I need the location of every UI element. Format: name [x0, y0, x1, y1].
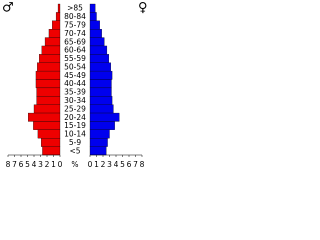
male-bar [42, 146, 61, 156]
female-bar [89, 70, 113, 80]
female-bar [89, 45, 108, 55]
age-label: >85 [67, 4, 83, 13]
age-label: 15-19 [64, 121, 86, 130]
male-bar [35, 79, 61, 89]
male-bar [27, 112, 61, 122]
male-bar [36, 96, 61, 105]
male-bar [55, 12, 61, 21]
age-label: 40-44 [64, 79, 86, 88]
female-bar [89, 112, 120, 122]
x-tick-label: 5 [120, 160, 125, 169]
x-tick-label: 2 [101, 160, 106, 169]
age-label: 70-74 [64, 29, 86, 38]
female-bar [89, 62, 111, 72]
female-bar [89, 87, 112, 97]
female-bar [89, 12, 97, 21]
age-label: 50-54 [64, 62, 86, 71]
x-tick-label: 3 [38, 160, 43, 169]
male-bar [35, 70, 61, 80]
male-bar [37, 62, 61, 72]
age-label: 60-64 [64, 46, 86, 55]
age-label: 10-14 [64, 130, 86, 139]
legend-female: ♀ [138, 1, 148, 16]
male-bar [37, 129, 61, 139]
x-tick-label: 8 [6, 160, 11, 169]
age-label: 20-24 [64, 113, 86, 122]
male-bar [57, 3, 61, 13]
x-tick-label: 5 [25, 160, 30, 169]
female-bar [89, 138, 108, 147]
x-tick-label: 6 [19, 160, 24, 169]
age-label: 80-84 [64, 12, 86, 21]
age-label: 75-79 [64, 20, 86, 29]
x-axis-label: % [71, 160, 78, 169]
x-tick-label: 4 [114, 160, 119, 169]
x-tick-label: 3 [107, 160, 112, 169]
x-tick-label: 1 [51, 160, 56, 169]
female-bar [89, 104, 114, 114]
legend-male: ♂ [2, 1, 14, 16]
male-bar [44, 37, 61, 47]
age-label: 55-59 [64, 54, 86, 63]
female-bar [89, 54, 110, 63]
male-bar [33, 104, 61, 114]
x-tick-label: 1 [94, 160, 99, 169]
age-label: 45-49 [64, 71, 86, 80]
female-bar [89, 3, 96, 13]
male-bar [52, 20, 61, 30]
age-label: 65-69 [64, 37, 86, 46]
x-tick-label: 4 [32, 160, 37, 169]
age-label: <5 [69, 146, 80, 155]
female-bar [89, 129, 110, 139]
x-tick-label: 8 [140, 160, 145, 169]
x-tick-label: 7 [133, 160, 138, 169]
chart: ♂ ♀ % >8580-8475-7970-7465-6960-6455-595… [2, 1, 148, 170]
female-bar [89, 29, 102, 38]
female-bar [89, 79, 112, 89]
age-label: 30-34 [64, 96, 86, 105]
male-bar [41, 45, 61, 55]
age-label: 25-29 [64, 104, 86, 113]
male-bar [39, 54, 61, 63]
x-tick-label: 0 [88, 160, 93, 169]
x-tick-label: 7 [12, 160, 17, 169]
age-label: 35-39 [64, 88, 86, 97]
male-bar [41, 138, 61, 147]
male-bar [33, 121, 61, 130]
female-bar [89, 37, 105, 47]
female-bar [89, 20, 100, 30]
x-tick-label: 0 [58, 160, 63, 169]
age-label: 5-9 [69, 138, 81, 147]
female-bar [89, 96, 113, 105]
x-tick-label: 6 [127, 160, 132, 169]
female-bar [89, 146, 107, 156]
x-tick-label: 2 [45, 160, 50, 169]
male-bar [48, 29, 61, 38]
female-bar [89, 121, 115, 130]
male-bar [36, 87, 61, 97]
